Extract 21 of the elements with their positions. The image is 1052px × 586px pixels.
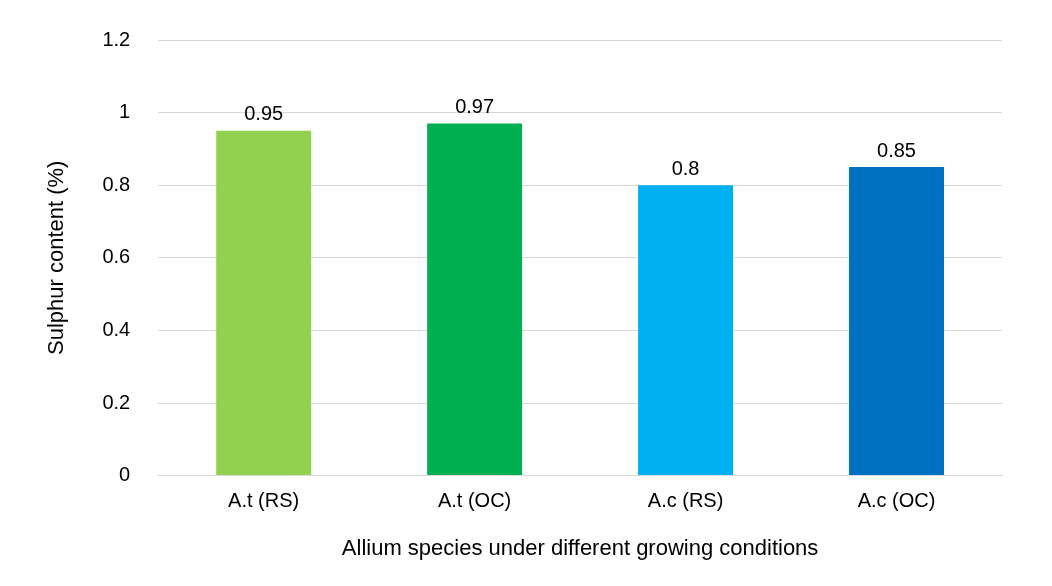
data-label: 0.95	[244, 102, 284, 125]
x-tick-label: A.t (OC)	[437, 489, 512, 512]
bar	[849, 167, 944, 476]
y-tick-label: 0.2	[102, 390, 131, 413]
x-tick-label: A.c (RS)	[647, 489, 724, 512]
y-tick-label: 1.2	[102, 27, 131, 50]
y-tick-label: 0.4	[102, 317, 131, 340]
y-tick-label: 0.8	[102, 172, 131, 195]
x-axis-title: Allium species under different growing conditions	[341, 534, 819, 560]
y-axis-title: Sulphur content (%)	[43, 160, 69, 356]
bar	[216, 130, 312, 476]
data-label: 0.85	[877, 138, 916, 161]
x-tick-label: A.t (RS)	[228, 489, 300, 512]
data-label: 0.8	[671, 156, 700, 179]
bar	[427, 123, 523, 476]
y-tick-label: 0	[119, 463, 131, 486]
y-tick-label: 0.6	[102, 245, 131, 268]
data-label: 0.97	[455, 95, 495, 118]
bar	[638, 185, 734, 476]
y-tick-label: 1	[119, 100, 131, 123]
x-tick-label: A.c (OC)	[857, 489, 936, 512]
